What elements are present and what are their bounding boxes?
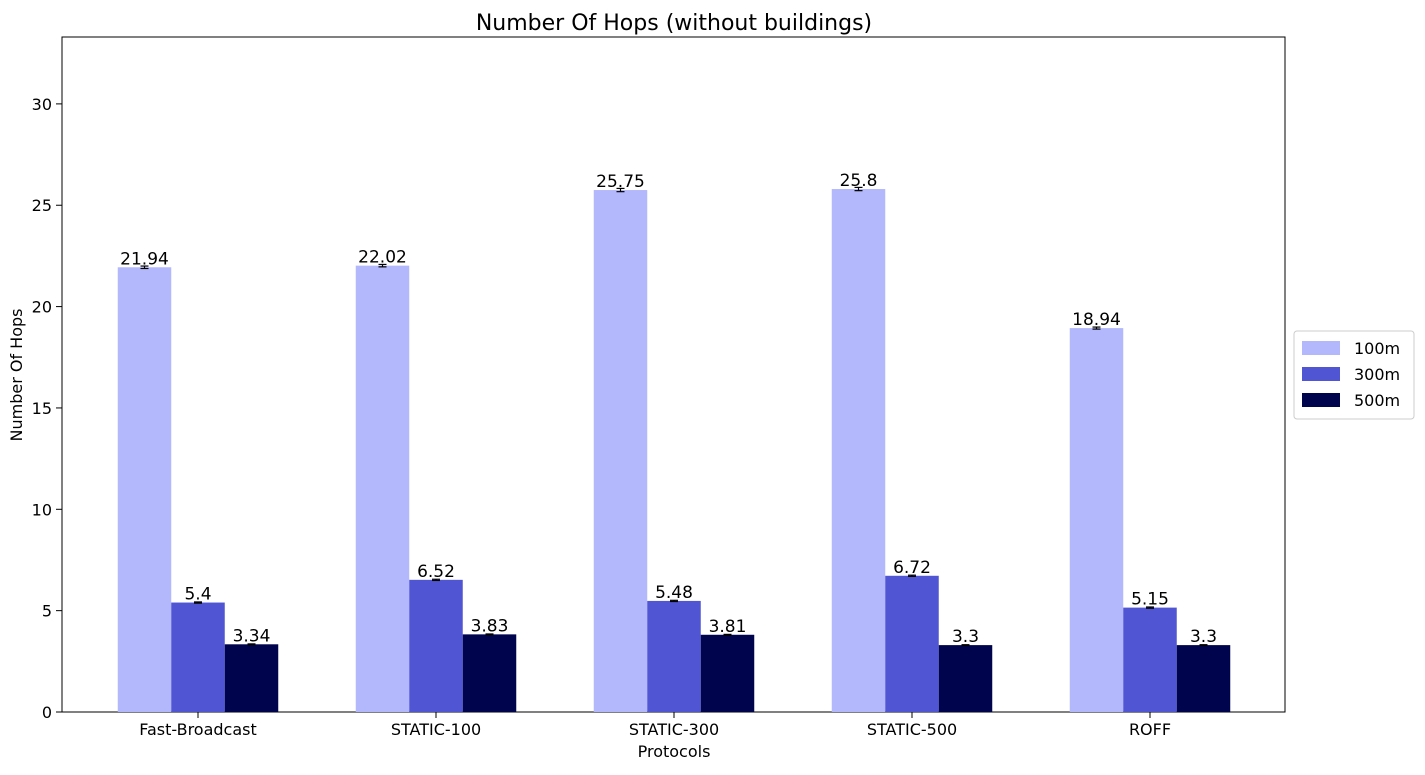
y-axis-label: Number Of Hops bbox=[7, 309, 26, 442]
bar bbox=[355, 265, 410, 712]
data-label: 6.72 bbox=[893, 558, 931, 578]
bar bbox=[647, 600, 701, 712]
y-tick-label: 30 bbox=[32, 95, 52, 114]
data-label: 25.75 bbox=[596, 172, 645, 192]
chart-title: Number Of Hops (without buildings) bbox=[476, 11, 872, 36]
y-tick-label: 5 bbox=[42, 602, 52, 621]
data-label: 3.3 bbox=[952, 627, 979, 647]
x-tick-label: STATIC-300 bbox=[629, 720, 719, 739]
x-tick-label: STATIC-100 bbox=[391, 720, 481, 739]
legend-label: 500m bbox=[1354, 391, 1400, 410]
bar bbox=[593, 190, 648, 713]
data-label: 6.52 bbox=[417, 562, 455, 582]
legend-label: 100m bbox=[1354, 339, 1400, 358]
bar bbox=[1176, 645, 1231, 712]
data-label: 5.48 bbox=[655, 583, 693, 603]
x-tick-label: ROFF bbox=[1129, 720, 1171, 739]
data-label: 3.83 bbox=[471, 616, 509, 636]
x-axis-label: Protocols bbox=[638, 742, 711, 761]
legend-swatch bbox=[1302, 367, 1340, 381]
x-tick-label: STATIC-500 bbox=[867, 720, 957, 739]
data-label: 22.02 bbox=[358, 248, 407, 268]
y-tick-label: 10 bbox=[32, 500, 52, 519]
data-label: 5.4 bbox=[184, 585, 211, 605]
data-label: 5.15 bbox=[1131, 590, 1169, 610]
bar bbox=[171, 602, 225, 712]
bar bbox=[1069, 328, 1124, 712]
bar bbox=[938, 645, 993, 712]
bar bbox=[462, 634, 517, 712]
bar bbox=[700, 634, 755, 712]
bar bbox=[831, 189, 886, 712]
plot-area: 0 5 10 15 20 25 30 Fast-Broadcast 21.94 5.4 3.34 ST… bbox=[32, 36, 1286, 739]
y-tick-label: 25 bbox=[32, 196, 52, 215]
bar bbox=[224, 644, 279, 712]
bar bbox=[409, 579, 463, 712]
data-label: 18.94 bbox=[1072, 310, 1121, 330]
data-label: 3.81 bbox=[709, 617, 747, 637]
legend-swatch bbox=[1302, 393, 1340, 407]
data-label: 21.94 bbox=[120, 249, 169, 269]
y-tick-label: 20 bbox=[32, 298, 52, 317]
legend-swatch bbox=[1302, 341, 1340, 355]
legend-label: 300m bbox=[1354, 365, 1400, 384]
data-label: 25.8 bbox=[840, 171, 878, 191]
bar bbox=[117, 267, 172, 712]
bar bbox=[885, 575, 939, 712]
y-tick-label: 15 bbox=[32, 399, 52, 418]
legend: 100m 300m 500m bbox=[1293, 330, 1415, 420]
data-label: 3.3 bbox=[1190, 627, 1217, 647]
x-tick-label: Fast-Broadcast bbox=[139, 720, 257, 739]
bar bbox=[1123, 607, 1177, 712]
data-label: 3.34 bbox=[233, 626, 271, 646]
y-tick-label: 0 bbox=[42, 703, 52, 722]
